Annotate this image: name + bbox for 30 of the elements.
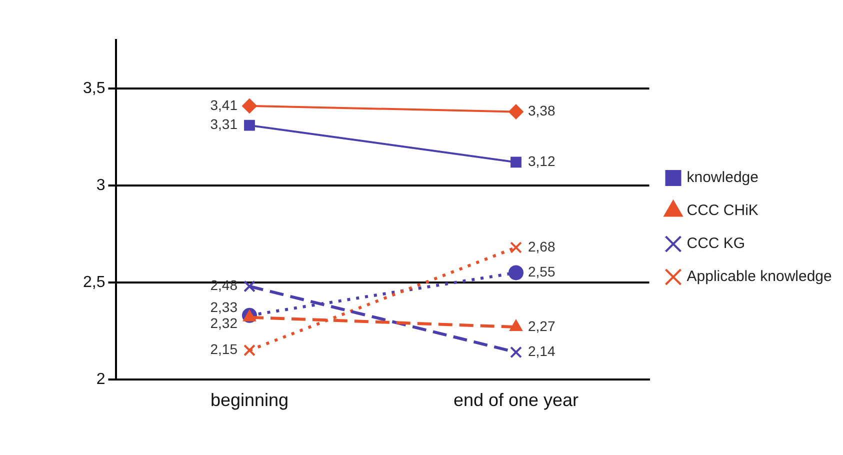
legend-label: knowledge <box>686 169 758 186</box>
y-tick-label: 3,5 <box>82 80 106 97</box>
y-tick-label: 3 <box>96 176 106 194</box>
data-label: 2,55 <box>528 264 556 280</box>
point <box>510 242 522 254</box>
point <box>244 344 256 356</box>
data-label: 2,15 <box>210 341 238 358</box>
data-label: 2,33 <box>210 299 238 316</box>
data-label: 2,14 <box>528 343 556 360</box>
data-label: 3,38 <box>528 102 556 119</box>
x-tick-label: beginning <box>210 390 289 410</box>
point <box>510 156 522 168</box>
data-label: 2,27 <box>528 318 556 334</box>
legend-label: Applicable knowledge <box>686 268 832 286</box>
point <box>510 346 522 358</box>
point <box>242 98 257 114</box>
point <box>244 280 256 292</box>
point <box>244 120 255 131</box>
y-tick-label: 2,5 <box>82 274 106 291</box>
legend-label: CCC KG <box>686 235 746 252</box>
x-tick-label: end of one year <box>453 390 579 410</box>
data-label: 3,31 <box>210 116 238 132</box>
point <box>508 104 524 120</box>
data-label: 3,12 <box>528 153 556 170</box>
legend-label: CCC CHiK <box>686 202 758 220</box>
data-label: 2,68 <box>528 238 556 254</box>
point <box>508 265 524 280</box>
data-label: 3,41 <box>210 96 238 113</box>
y-tick-label: 2 <box>96 370 106 388</box>
data-label: 2,32 <box>210 315 238 332</box>
